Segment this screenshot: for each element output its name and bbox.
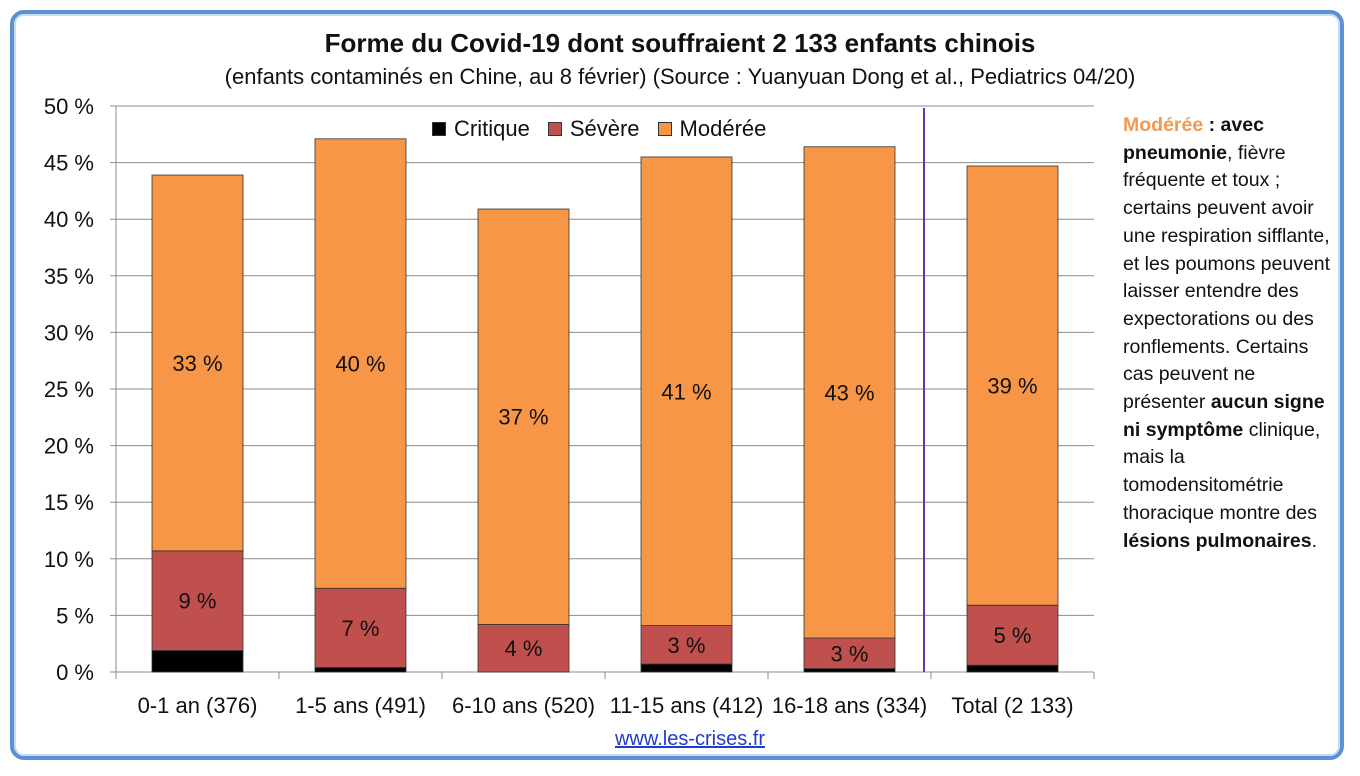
x-tick-label: 0-1 an (376) [138, 693, 258, 718]
side-note-bold-3: lésions pulmonaires [1123, 529, 1312, 552]
chart-frame [10, 10, 1344, 760]
y-tick-label: 5 % [56, 603, 94, 628]
bar-modérée-0 [151, 174, 244, 552]
data-label: 41 % [661, 379, 711, 404]
bar-modérée-4 [803, 146, 896, 639]
side-note-accent: Modérée [1123, 114, 1204, 136]
side-note-bold-2: aucun signe ni symptôme [1123, 391, 1325, 441]
y-tick-label: 25 % [44, 377, 94, 402]
data-label: 33 % [172, 351, 222, 376]
data-label: 7 % [342, 616, 380, 641]
legend-item-sévère: Sévère [547, 116, 640, 142]
bar-critique-4 [803, 668, 896, 673]
data-label: 9 % [179, 589, 217, 614]
legend-swatch [432, 122, 446, 136]
side-note-text-2: clinique, mais la tomodensitométrie thor… [1123, 418, 1321, 524]
bar-sévère-4 [803, 637, 896, 670]
bar-sévère-0 [151, 550, 244, 651]
y-tick-label: 30 % [44, 320, 94, 345]
legend-item-critique: Critique [432, 116, 530, 142]
y-tick-label: 50 % [44, 94, 94, 119]
bar-modérée-3 [640, 156, 733, 626]
x-tick-label: Total (2 133) [951, 693, 1073, 718]
data-label: 43 % [824, 380, 874, 405]
bar-critique-3 [640, 663, 733, 673]
source-link[interactable]: www.les-crises.fr [614, 728, 765, 750]
y-tick-label: 15 % [44, 490, 94, 515]
x-tick-label: 6-10 ans (520) [452, 693, 595, 718]
bar-modérée-2 [477, 208, 570, 625]
x-tick-label: 1-5 ans (491) [295, 693, 426, 718]
chart-subtitle: (enfants contaminés en Chine, au 8 févri… [224, 64, 1136, 89]
data-label: 3 % [831, 641, 869, 666]
side-note-text-1: , fièvre fréquente et toux ; certains pe… [1123, 141, 1331, 414]
bar-sévère-2 [477, 624, 570, 673]
bar-modérée-5 [966, 165, 1059, 606]
y-tick-label: 40 % [44, 207, 94, 232]
bar-critique-1 [314, 667, 407, 673]
chart-title: Forme du Covid-19 dont souffraient 2 133… [324, 28, 1036, 58]
legend-item-modérée: Modérée [657, 116, 767, 142]
bar-sévère-1 [314, 587, 407, 668]
data-label: 3 % [668, 633, 706, 658]
data-label: 40 % [335, 352, 385, 377]
x-tick-label: 11-15 ans (412) [610, 693, 764, 718]
legend-swatch [547, 122, 562, 136]
side-note-bold-1: avec pneumonie [1123, 114, 1264, 164]
chart-legend: Critique Sévère Modérée [432, 116, 784, 142]
y-tick-label: 0 % [56, 660, 94, 685]
data-label: 5 % [994, 623, 1032, 648]
data-label: 4 % [505, 636, 543, 661]
data-label: 39 % [987, 374, 1037, 399]
bar-sévère-3 [640, 625, 733, 665]
side-note-colon: : [1203, 114, 1221, 136]
y-tick-label: 10 % [44, 547, 94, 572]
x-tick-label: 16-18 ans (334) [772, 693, 927, 718]
side-note: Modérée : avec pneumonie, fièvre fréquen… [1123, 112, 1333, 555]
bar-sévère-5 [966, 604, 1059, 666]
legend-label: Critique [454, 116, 530, 141]
y-tick-label: 45 % [44, 151, 94, 176]
legend-label: Modérée [679, 116, 767, 141]
bar-modérée-1 [314, 138, 407, 589]
bar-critique-0 [151, 650, 244, 673]
y-tick-label: 20 % [44, 434, 94, 459]
legend-swatch [657, 122, 672, 136]
legend-label: Sévère [569, 116, 640, 141]
y-tick-label: 35 % [44, 264, 94, 289]
data-label: 37 % [498, 405, 548, 430]
bar-critique-5 [966, 664, 1059, 673]
side-note-text-3: . [1311, 529, 1317, 552]
